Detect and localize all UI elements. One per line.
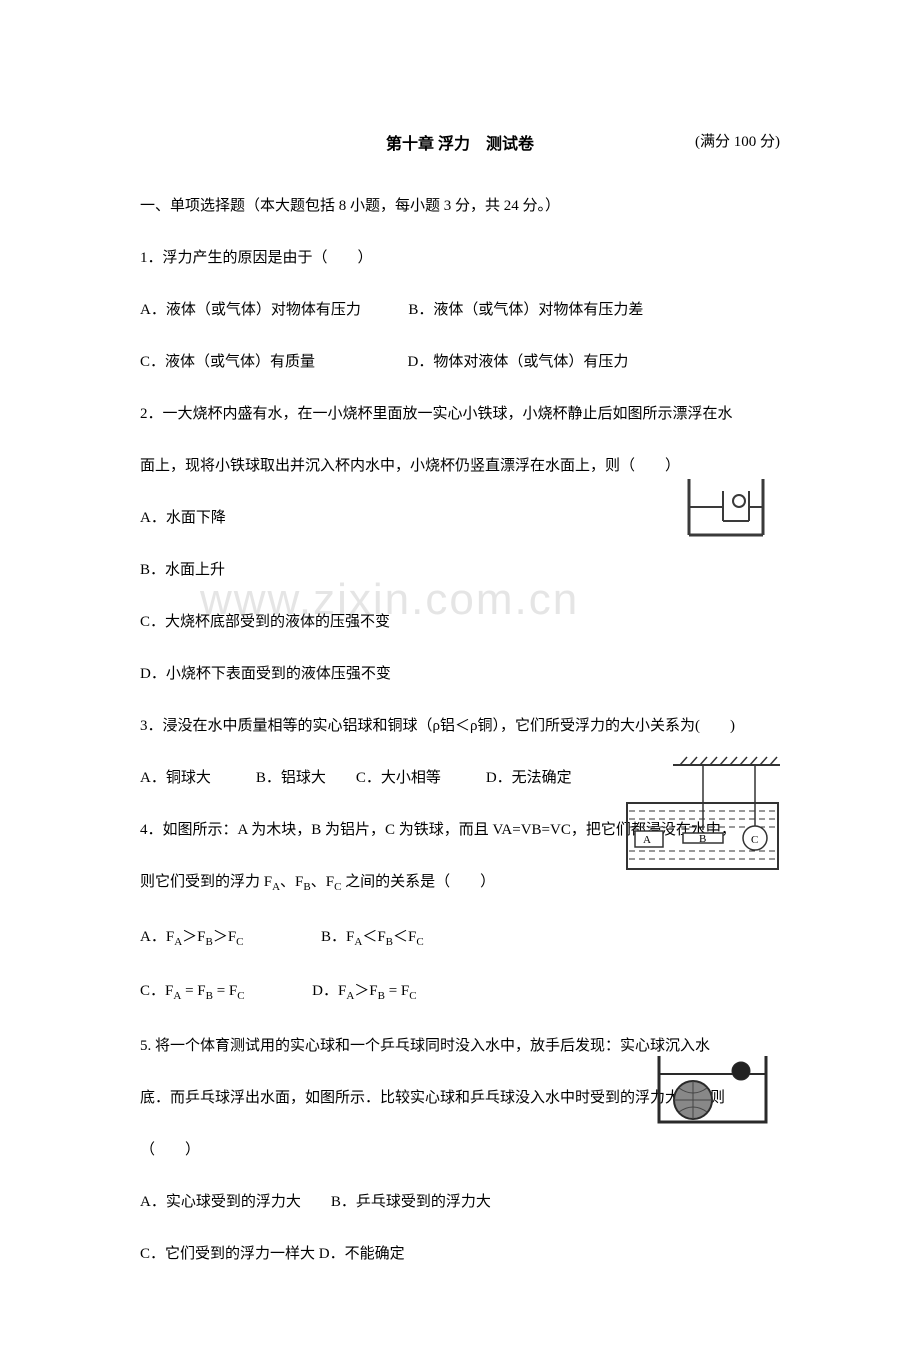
q4-row1: A．FA＞FB＞FC B．FA＜FB＜FC xyxy=(140,925,780,952)
q2-opt-b: B．水面上升 xyxy=(140,558,780,582)
q1-row2: C．液体（或气体）有质量 D．物体对液体（或气体）有压力 xyxy=(140,350,780,374)
q4a2: ＞F xyxy=(182,929,205,945)
q4a1: A．F xyxy=(140,929,174,945)
q4-row2: C．FA = FB = FC D．FA＞FB = FC xyxy=(140,979,780,1006)
q4-subB: B xyxy=(303,881,310,893)
svg-text:C: C xyxy=(751,834,758,846)
q4a1s: A xyxy=(174,936,182,948)
q4-t2: 、F xyxy=(280,874,303,890)
q5-row2: C．它们受到的浮力一样大 D．不能确定 xyxy=(140,1242,780,1266)
q4c1: C．F xyxy=(140,983,173,999)
q4-stem-2: 则它们受到的浮力 FA、FB、FC 之间的关系是（ ） xyxy=(140,870,780,897)
q4-t3: 、F xyxy=(311,874,334,890)
q5-row1: A．实心球受到的浮力大 B．乒乓球受到的浮力大 xyxy=(140,1190,780,1214)
figure-q2-beaker-icon xyxy=(687,477,765,539)
q4-t4: 之间的关系是（ ） xyxy=(341,874,495,890)
q4d3s: C xyxy=(409,990,416,1002)
q4b3: ＜F xyxy=(393,929,416,945)
q4d3: = F xyxy=(385,983,409,999)
q3-stem: 3．浸没在水中质量相等的实心铝球和铜球（ρ铝＜ρ铜），它们所受浮力的大小关系为(… xyxy=(140,714,780,738)
q1-opt-b: B．液体（或气体）对物体有压力差 xyxy=(408,302,643,318)
section-heading: 一、单项选择题（本大题包括 8 小题，每小题 3 分，共 24 分。） xyxy=(140,194,780,218)
q4c3: = F xyxy=(213,983,237,999)
q4-t1: 则它们受到的浮力 F xyxy=(140,874,272,890)
q2-stem-1: 2．一大烧杯内盛有水，在一小烧杯里面放一实心小铁球，小烧杯静止后如图所示漂浮在水 xyxy=(140,402,780,426)
q2-stem-2: 面上，现将小铁球取出并沉入杯内水中，小烧杯仍竖直漂浮在水面上，则（ ） xyxy=(140,454,780,478)
figure-q5-balls-icon xyxy=(655,1050,770,1128)
q2-opt-c: C．大烧杯底部受到的液体的压强不变 xyxy=(140,610,780,634)
q4-subA: A xyxy=(272,881,280,893)
q4c3s: C xyxy=(237,990,244,1002)
q4c2: = F xyxy=(181,983,205,999)
q4c2s: B xyxy=(206,990,213,1002)
q4a3s: C xyxy=(236,936,243,948)
q5-stem-3: （ ） xyxy=(140,1138,780,1162)
q4b1: B．F xyxy=(321,929,354,945)
q4b3s: C xyxy=(416,936,423,948)
q4b2s: B xyxy=(386,936,393,948)
figure-q4-tank-icon: A B C xyxy=(625,755,780,873)
q1-opt-c: C．液体（或气体）有质量 xyxy=(140,354,315,370)
q1-stem: 1．浮力产生的原因是由于（ ） xyxy=(140,246,780,270)
chapter-title: 第十章 浮力 测试卷 xyxy=(386,136,534,153)
q2-opt-a: A．水面下降 xyxy=(140,506,780,530)
q4d2s: B xyxy=(378,990,385,1002)
full-score: (满分 100 分) xyxy=(695,130,780,151)
q4d1: D．F xyxy=(312,983,346,999)
q4b2: ＜F xyxy=(362,929,385,945)
q4a2s: B xyxy=(205,936,212,948)
q4d2: ＞F xyxy=(354,983,377,999)
q1-row1: A．液体（或气体）对物体有压力 B．液体（或气体）对物体有压力差 xyxy=(140,298,780,322)
title-row: 第十章 浮力 测试卷 (满分 100 分) xyxy=(140,130,780,154)
q1-opt-d: D．物体对液体（或气体）有压力 xyxy=(408,354,629,370)
svg-text:B: B xyxy=(699,833,706,845)
q4a3: ＞F xyxy=(213,929,236,945)
q1-opt-a: A．液体（或气体）对物体有压力 xyxy=(140,302,361,318)
svg-text:A: A xyxy=(643,834,651,846)
q2-opt-d: D．小烧杯下表面受到的液体压强不变 xyxy=(140,662,780,686)
